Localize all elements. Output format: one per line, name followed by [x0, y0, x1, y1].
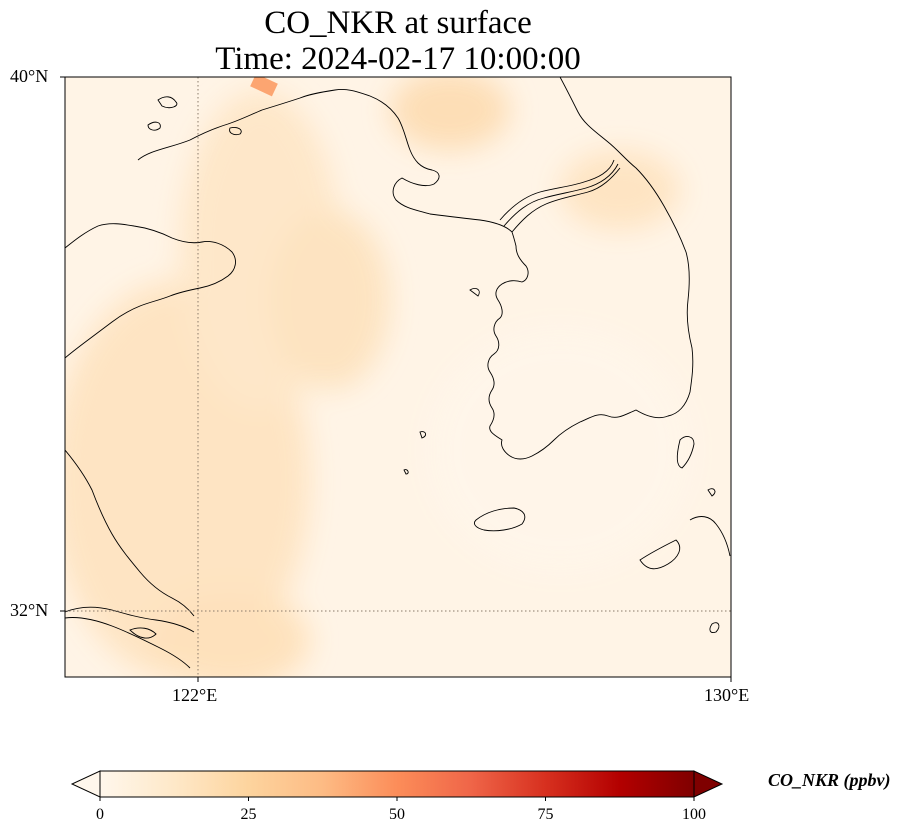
lat-tick-label-40n: 40°N — [10, 66, 49, 86]
map-frame — [64, 76, 732, 678]
colorbar-tick-50: 50 — [389, 806, 405, 823]
concentration-field — [65, 77, 731, 677]
lat-tick-label-32n: 32°N — [10, 600, 49, 620]
colorbar-tick-75: 75 — [537, 806, 554, 823]
colorbar-body — [99, 770, 695, 798]
lon-tick-label-130e: 130°E — [704, 685, 750, 705]
colorbar — [70, 770, 724, 801]
colorbar-tick-100: 100 — [682, 806, 706, 823]
coastlines — [65, 77, 731, 669]
axis-ticks — [60, 76, 732, 682]
lon-tick-label-122e: 122°E — [172, 685, 218, 705]
colorbar-label: CO_NKR (ppbv) — [768, 770, 891, 790]
colorbar-tick-0: 0 — [96, 806, 104, 823]
map-title-line-1: CO_NKR at surface — [264, 5, 532, 41]
colorbar-extend-max — [693, 770, 724, 798]
gridlines — [65, 77, 731, 677]
hotspot-cell — [250, 77, 278, 97]
colorbar-tick-25: 25 — [240, 806, 257, 823]
colorbar-extend-min — [70, 770, 101, 798]
map-title-line-2: Time: 2024-02-17 10:00:00 — [215, 41, 581, 77]
